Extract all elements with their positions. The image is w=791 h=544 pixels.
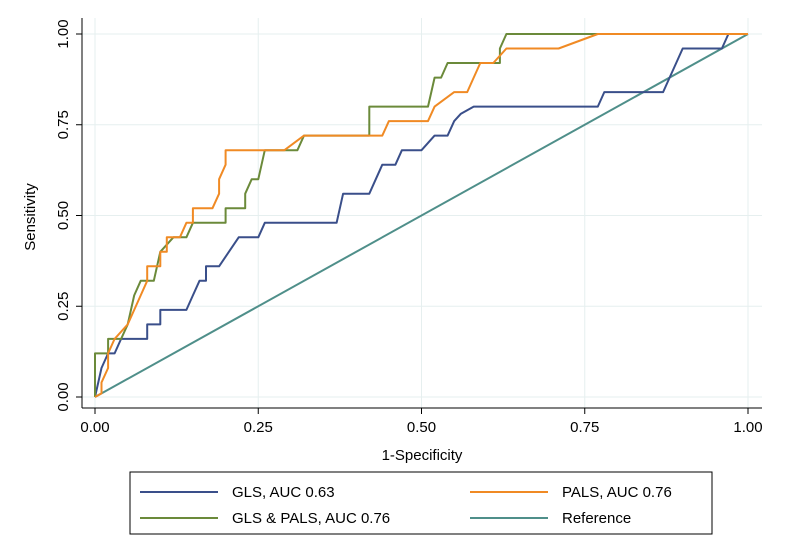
y-tick-label-3: 0.75: [55, 110, 72, 139]
x-tick-label-4: 1.00: [733, 419, 762, 436]
legend-gls-label: GLS, AUC 0.63: [232, 484, 335, 501]
x-tick-label-0: 0.00: [80, 419, 109, 436]
series-lines: [94, 33, 749, 398]
legend-box: [129, 471, 713, 535]
x-tick-label-3: 0.75: [570, 419, 599, 436]
x-tick-label-1: 0.25: [244, 419, 273, 436]
gls-series-line: [94, 33, 748, 398]
legend-pals-label: PALS, AUC 0.76: [562, 484, 672, 501]
y-tick-label-4: 1.00: [55, 19, 72, 48]
legend-gls-pals-label: GLS & PALS, AUC 0.76: [232, 510, 390, 527]
legend: GLS, AUC 0.63 PALS, AUC 0.76 GLS & PALS, A…: [129, 471, 713, 535]
axis-ticks: 0.00 0.25 0.50 0.75 1.00 0.00 0.25 0.50 0.75 1.00: [55, 19, 763, 436]
y-tick-label-0: 0.00: [55, 382, 72, 411]
pals-series-line: [94, 33, 748, 398]
reference-line: [94, 33, 749, 398]
y-axis-title: Sensitivity: [22, 183, 39, 251]
legend-reference-label: Reference: [562, 510, 631, 527]
x-axis-title: 1-Specificity: [382, 447, 463, 464]
y-tick-label-1: 0.25: [55, 292, 72, 321]
y-tick-label-2: 0.50: [55, 201, 72, 230]
x-tick-label-2: 0.50: [407, 419, 436, 436]
